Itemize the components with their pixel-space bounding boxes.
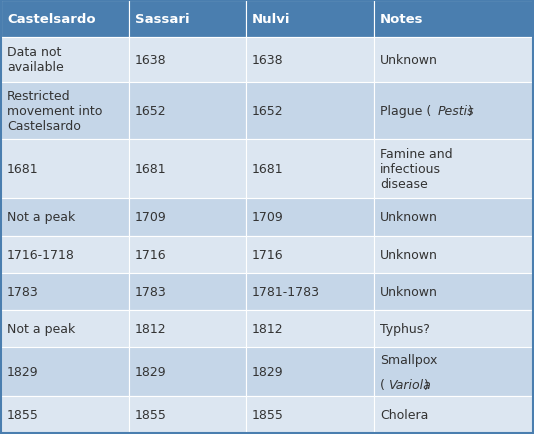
Text: 1716-1718: 1716-1718	[7, 248, 75, 261]
Bar	[246, 396, 373, 433]
Text: 1812: 1812	[252, 322, 284, 335]
Bar	[129, 348, 246, 396]
Text: 1829: 1829	[7, 365, 38, 378]
Text: 1783: 1783	[135, 285, 167, 298]
Text: 1855: 1855	[135, 408, 167, 421]
Bar	[373, 348, 533, 396]
Text: Restricted
movement into
Castelsardo: Restricted movement into Castelsardo	[7, 89, 103, 132]
Text: Notes: Notes	[380, 13, 423, 26]
Text: (: (	[380, 378, 385, 391]
Bar	[373, 273, 533, 310]
Text: 1855: 1855	[7, 408, 39, 421]
Text: Smallpox: Smallpox	[380, 353, 437, 366]
Bar	[373, 1, 533, 38]
Text: Not a peak: Not a peak	[7, 322, 75, 335]
Bar	[1, 38, 129, 82]
Text: Castelsardo: Castelsardo	[7, 13, 96, 26]
Bar	[246, 1, 373, 38]
Bar	[246, 273, 373, 310]
Text: 1709: 1709	[135, 211, 167, 224]
Text: Unknown: Unknown	[380, 285, 438, 298]
Bar	[246, 139, 373, 199]
Text: Nulvi: Nulvi	[252, 13, 290, 26]
Text: 1681: 1681	[252, 163, 284, 176]
Text: 1709: 1709	[252, 211, 284, 224]
Bar	[1, 236, 129, 273]
Bar	[129, 396, 246, 433]
Bar	[373, 82, 533, 139]
Text: Unknown: Unknown	[380, 211, 438, 224]
Text: 1812: 1812	[135, 322, 167, 335]
Text: 1652: 1652	[252, 105, 284, 118]
Text: 1681: 1681	[7, 163, 38, 176]
Bar	[246, 82, 373, 139]
Bar	[129, 139, 246, 199]
Text: Unknown: Unknown	[380, 248, 438, 261]
Bar	[129, 1, 246, 38]
Text: Famine and
infectious
disease: Famine and infectious disease	[380, 148, 452, 191]
Text: Sassari: Sassari	[135, 13, 190, 26]
Bar	[1, 199, 129, 236]
Text: Cholera: Cholera	[380, 408, 428, 421]
Bar	[129, 38, 246, 82]
Text: 1638: 1638	[252, 54, 284, 67]
Text: Pestis: Pestis	[437, 105, 474, 118]
Bar	[1, 396, 129, 433]
Text: 1829: 1829	[252, 365, 284, 378]
Text: ): )	[468, 105, 473, 118]
Text: 1716: 1716	[135, 248, 167, 261]
Bar	[1, 310, 129, 348]
Text: 1781-1783: 1781-1783	[252, 285, 320, 298]
Text: 1681: 1681	[135, 163, 167, 176]
Bar	[129, 199, 246, 236]
Bar	[1, 348, 129, 396]
Bar	[1, 273, 129, 310]
Text: 1829: 1829	[135, 365, 167, 378]
Text: Plague (: Plague (	[380, 105, 431, 118]
Bar	[1, 82, 129, 139]
Bar	[246, 236, 373, 273]
Text: Unknown: Unknown	[380, 54, 438, 67]
Bar	[373, 38, 533, 82]
Text: Typhus?: Typhus?	[380, 322, 430, 335]
Bar	[129, 236, 246, 273]
Text: Not a peak: Not a peak	[7, 211, 75, 224]
Bar	[246, 348, 373, 396]
Bar	[246, 199, 373, 236]
Bar	[373, 396, 533, 433]
Text: 1716: 1716	[252, 248, 284, 261]
Bar	[129, 82, 246, 139]
Bar	[246, 310, 373, 348]
Bar	[246, 38, 373, 82]
Text: 1652: 1652	[135, 105, 167, 118]
Bar	[373, 310, 533, 348]
Text: 1783: 1783	[7, 285, 39, 298]
Bar	[373, 236, 533, 273]
Text: 1638: 1638	[135, 54, 167, 67]
Text: 1855: 1855	[252, 408, 284, 421]
Bar	[373, 199, 533, 236]
Text: Variola: Variola	[388, 378, 431, 391]
Bar	[373, 139, 533, 199]
Text: ): )	[424, 378, 429, 391]
Bar	[129, 310, 246, 348]
Bar	[1, 139, 129, 199]
Bar	[129, 273, 246, 310]
Text: Data not
available: Data not available	[7, 46, 64, 74]
Bar	[1, 1, 129, 38]
